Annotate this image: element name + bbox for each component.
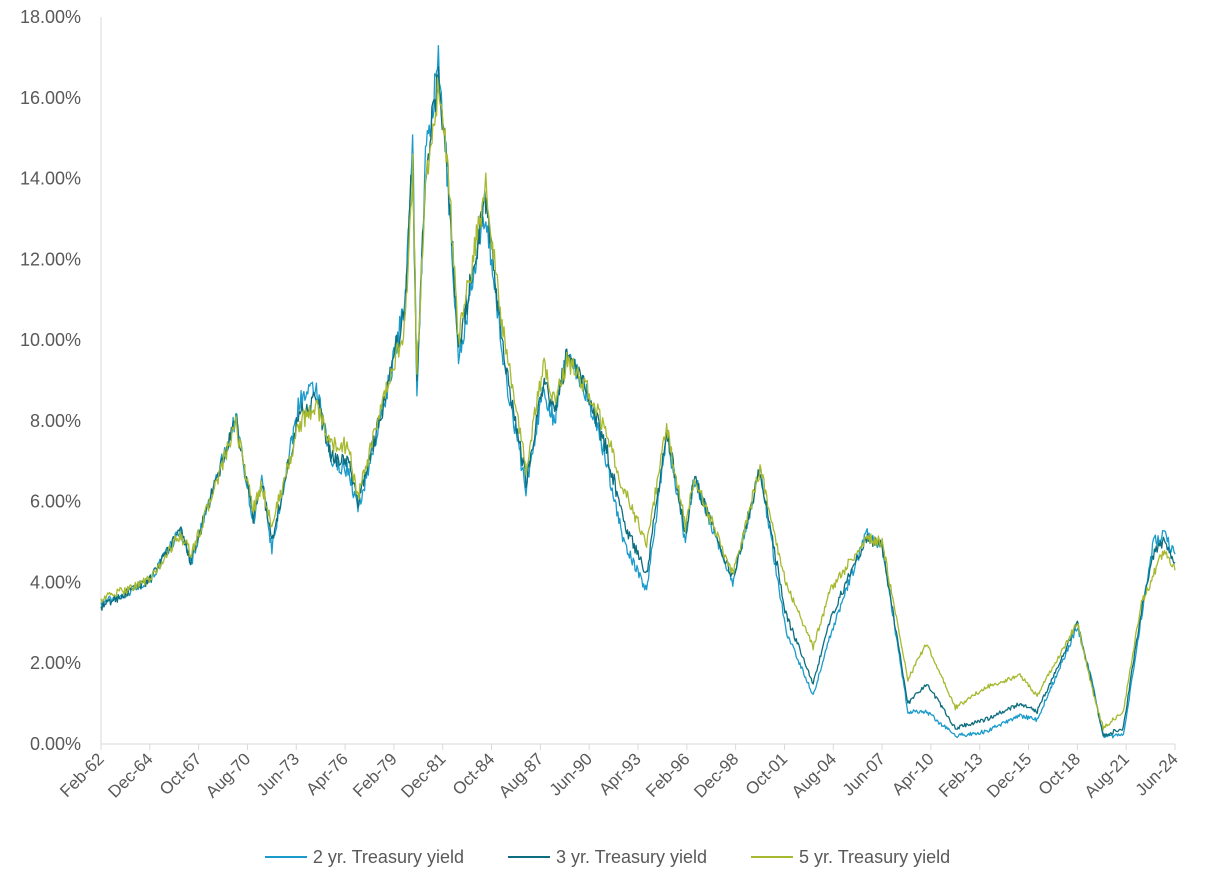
x-tick-label: Dec-64 [104, 749, 156, 801]
legend-swatch [751, 856, 794, 858]
y-tick-label: 16.00% [20, 88, 81, 108]
series-line-2 [100, 65, 1176, 737]
x-tick-label: Apr-76 [302, 749, 352, 799]
x-tick-label: Jun-24 [1132, 749, 1182, 799]
series-line-1 [100, 45, 1176, 739]
legend-label: 2 yr. Treasury yield [312, 846, 464, 867]
y-tick-label: 2.00% [30, 653, 81, 673]
x-tick-label: Oct-18 [1035, 749, 1085, 799]
x-tick-label: Aug-04 [788, 749, 840, 801]
legend-item: 5 yr. Treasury yield [751, 847, 950, 868]
y-tick-label: 8.00% [30, 411, 81, 431]
legend-label: 3 yr. Treasury yield [555, 846, 708, 867]
x-tick-label: Dec-98 [690, 749, 742, 801]
x-tick-label: Feb-79 [349, 749, 401, 801]
x-tick-label: Aug-87 [495, 749, 547, 801]
x-tick-label: Apr-10 [888, 749, 938, 799]
x-tick-label: Feb-13 [935, 749, 987, 801]
x-tick-label: Jun-07 [839, 749, 889, 799]
x-tick-label: Dec-15 [983, 749, 1035, 801]
y-axis: 0.00% 2.00% 4.00% 6.00% 8.00% 10.00% 12.00% 14.… [20, 7, 102, 754]
legend-item: 2 yr. Treasury yield [264, 846, 464, 868]
y-tick-label: 14.00% [20, 169, 81, 189]
x-tick-label: Feb-96 [642, 749, 694, 801]
x-tick-label: Oct-84 [449, 749, 499, 799]
series-layer [100, 45, 1176, 739]
x-tick-label: Aug-21 [1081, 749, 1133, 801]
y-tick-label: 10.00% [20, 330, 81, 350]
x-tick-label: Oct-01 [742, 749, 792, 799]
y-tick-label: 4.00% [30, 572, 81, 592]
x-tick-label: Oct-67 [156, 749, 206, 799]
legend-swatch [264, 856, 307, 858]
x-tick-label: Dec-81 [397, 749, 449, 801]
legend: 2 yr. Treasury yield 3 yr. Treasury yield… [0, 842, 1215, 872]
legend-label: 5 yr. Treasury yield [799, 846, 951, 867]
legend-item: 3 yr. Treasury yield [507, 846, 708, 868]
x-tick-label: Feb-62 [56, 749, 108, 801]
x-tick-label: Jun-90 [546, 749, 596, 799]
y-tick-label: 0.00% [30, 734, 81, 754]
y-tick-label: 6.00% [30, 492, 81, 512]
y-tick-label: 18.00% [20, 7, 81, 27]
legend-swatch [507, 856, 550, 858]
series-line-3 [100, 77, 1176, 731]
y-tick-label: 12.00% [20, 249, 81, 269]
x-tick-label: Apr-93 [595, 749, 645, 799]
x-tick-label: Aug-70 [202, 749, 254, 801]
x-tick-label: Jun-73 [253, 749, 303, 799]
